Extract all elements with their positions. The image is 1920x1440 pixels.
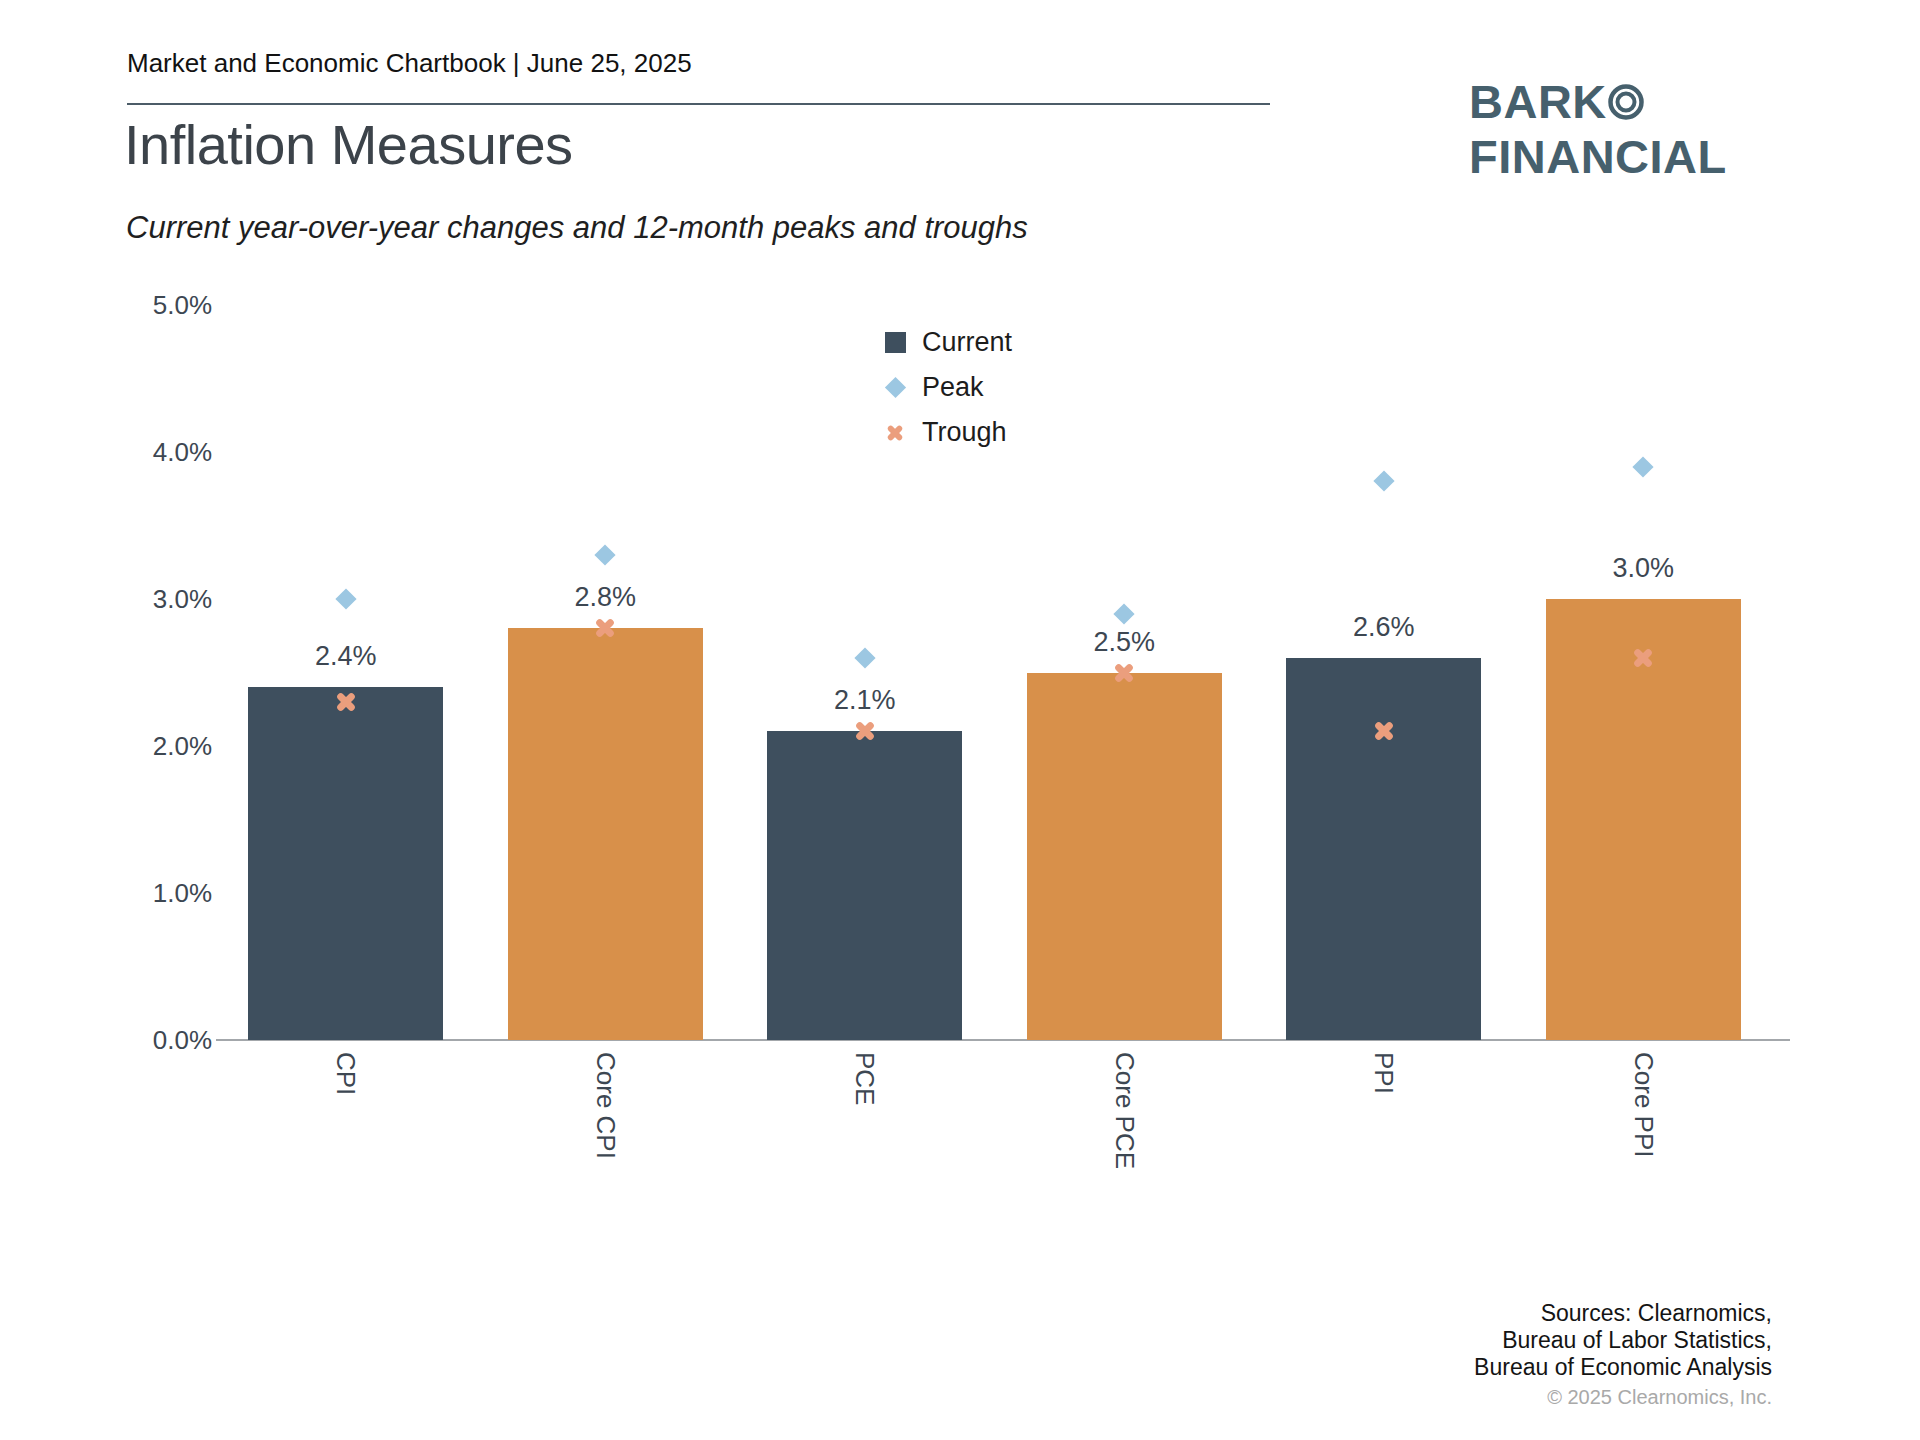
category-label-core-ppi: Core PPI <box>1628 1052 1659 1158</box>
y-axis-tick-label: 2.0% <box>122 731 212 761</box>
slide: Market and Economic Chartbook | June 25,… <box>0 0 1920 1440</box>
peak-marker-core-cpi <box>595 544 616 565</box>
trough-marker-core-pce <box>1113 662 1135 684</box>
value-label-ppi: 2.6% <box>1304 612 1464 642</box>
value-label-pce: 2.1% <box>785 685 945 715</box>
y-axis-tick-label: 3.0% <box>122 584 212 614</box>
bar-core-cpi <box>508 628 703 1040</box>
bar-chart: 0.0% 1.0% 2.0% 3.0% 4.0% 5.0% 2.4% CPI 2.8% Core … <box>0 0 1920 1440</box>
category-label-cpi: CPI <box>330 1052 361 1095</box>
value-label-cpi: 2.4% <box>266 641 426 671</box>
y-axis-tick-label: 1.0% <box>122 878 212 908</box>
value-label-core-pce: 2.5% <box>1044 627 1204 657</box>
trough-marker-pce <box>854 720 876 742</box>
bar-cpi <box>248 687 443 1040</box>
peak-marker-core-pce <box>1114 603 1135 624</box>
trough-marker-core-ppi <box>1632 647 1654 669</box>
trough-x-icon <box>1373 720 1395 742</box>
sources-block: Sources: Clearnomics, Bureau of Labor St… <box>1474 1300 1772 1411</box>
trough-x-icon <box>1632 647 1654 669</box>
category-label-ppi: PPI <box>1368 1052 1399 1094</box>
peak-marker-pce <box>854 647 875 668</box>
trough-marker-core-cpi <box>594 617 616 639</box>
y-axis-tick-label: 4.0% <box>122 437 212 467</box>
trough-x-icon <box>1113 662 1135 684</box>
trough-marker-ppi <box>1373 720 1395 742</box>
value-label-core-ppi: 3.0% <box>1563 553 1723 583</box>
copyright-line: © 2025 Clearnomics, Inc. <box>1474 1384 1772 1411</box>
peak-marker-core-ppi <box>1633 456 1654 477</box>
category-label-pce: PCE <box>849 1052 880 1105</box>
y-axis-tick-label: 0.0% <box>122 1025 212 1055</box>
peak-marker-cpi <box>335 588 356 609</box>
trough-x-icon <box>594 617 616 639</box>
peak-marker-ppi <box>1373 471 1394 492</box>
category-label-core-cpi: Core CPI <box>590 1052 621 1159</box>
sources-line: Bureau of Economic Analysis <box>1474 1354 1772 1381</box>
y-axis-tick-label: 5.0% <box>122 290 212 320</box>
trough-marker-cpi <box>335 691 357 713</box>
bar-core-pce <box>1027 673 1222 1041</box>
bar-ppi <box>1286 658 1481 1040</box>
sources-line: Bureau of Labor Statistics, <box>1474 1327 1772 1354</box>
trough-x-icon <box>335 691 357 713</box>
sources-line: Sources: Clearnomics, <box>1474 1300 1772 1327</box>
trough-x-icon <box>854 720 876 742</box>
category-label-core-pce: Core PCE <box>1109 1052 1140 1169</box>
bar-pce <box>767 731 962 1040</box>
value-label-core-cpi: 2.8% <box>525 582 685 612</box>
